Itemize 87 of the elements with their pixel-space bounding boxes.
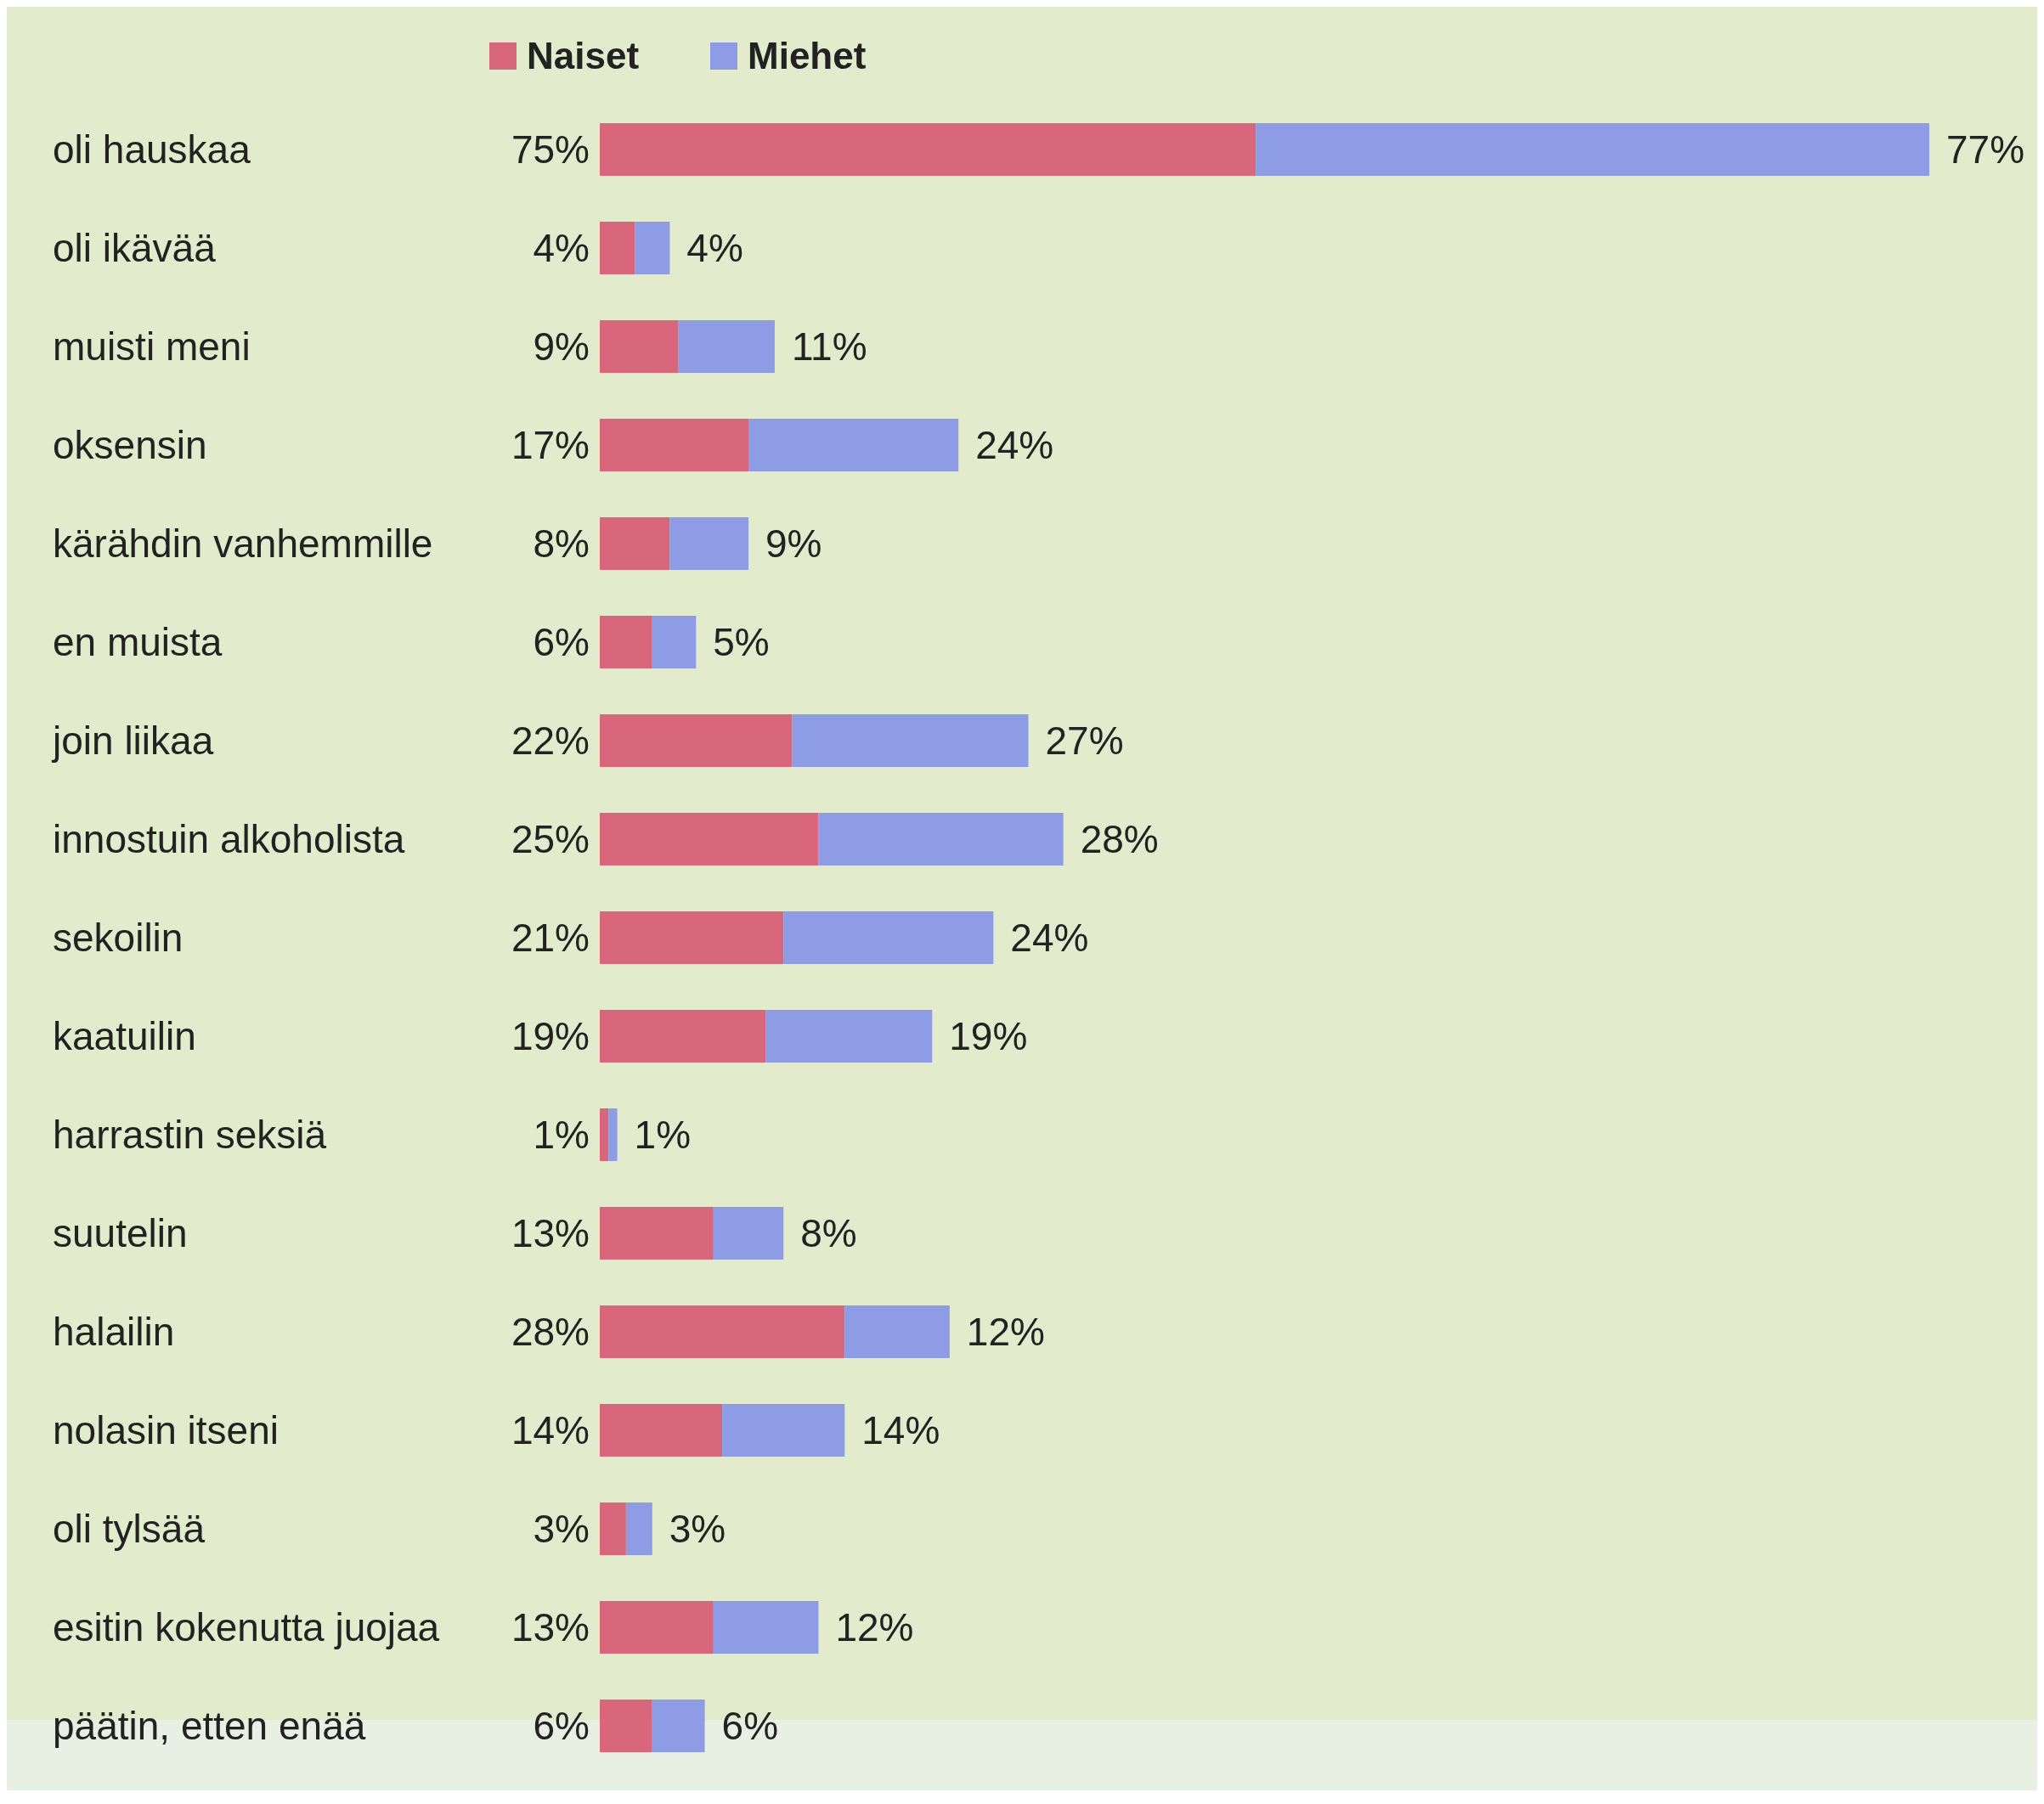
data-label: 9% xyxy=(533,324,590,369)
y-tick-label: oli tylsää xyxy=(53,1507,206,1552)
data-label: 1% xyxy=(634,1113,692,1158)
data-label: 27% xyxy=(1045,719,1124,764)
bar xyxy=(600,320,679,373)
legend-label: Miehet xyxy=(748,35,867,77)
bar xyxy=(600,1108,609,1161)
data-label: 24% xyxy=(975,423,1054,468)
data-label: 4% xyxy=(686,226,743,271)
bar xyxy=(765,1010,933,1063)
data-label: 25% xyxy=(511,817,590,862)
data-label: 14% xyxy=(511,1408,590,1453)
bar xyxy=(600,1207,714,1260)
data-label: 75% xyxy=(511,127,590,172)
bar xyxy=(608,1108,618,1161)
bar xyxy=(713,1601,819,1654)
y-tick-label: en muista xyxy=(53,620,223,665)
bar xyxy=(600,222,635,274)
bar xyxy=(600,1502,626,1555)
data-label: 6% xyxy=(721,1704,779,1749)
bar xyxy=(669,517,749,570)
bar xyxy=(600,911,784,964)
y-tick-label: suutelin xyxy=(53,1211,188,1256)
y-tick-label: halailin xyxy=(53,1310,175,1355)
data-label: 77% xyxy=(1946,127,2025,172)
data-label: 19% xyxy=(949,1014,1028,1059)
y-tick-label: harrastin seksiä xyxy=(53,1113,327,1158)
bar xyxy=(600,419,749,471)
data-label: 13% xyxy=(511,1211,590,1256)
data-label: 4% xyxy=(533,226,590,271)
data-label: 5% xyxy=(713,620,770,665)
bar xyxy=(600,1700,652,1752)
bar xyxy=(844,1305,950,1358)
bar xyxy=(600,1010,766,1063)
data-label: 13% xyxy=(511,1605,590,1650)
bar xyxy=(652,1700,705,1752)
bar xyxy=(783,911,994,964)
y-tick-label: innostuin alkoholista xyxy=(53,817,405,862)
data-label: 22% xyxy=(511,719,590,764)
bar xyxy=(600,1601,714,1654)
data-label: 28% xyxy=(511,1310,590,1355)
bar xyxy=(600,517,670,570)
data-label: 17% xyxy=(511,423,590,468)
y-tick-label: join liikaa xyxy=(51,719,214,764)
y-tick-label: esitin kokenutta juojaa xyxy=(53,1605,440,1650)
data-label: 8% xyxy=(800,1211,857,1256)
data-label: 6% xyxy=(533,1704,590,1749)
bar xyxy=(713,1207,784,1260)
bar xyxy=(600,123,1256,176)
data-label: 12% xyxy=(966,1310,1045,1355)
bar xyxy=(818,813,1064,865)
data-label: 11% xyxy=(791,324,867,369)
y-tick-label: päätin, etten enää xyxy=(53,1704,366,1749)
data-label: 24% xyxy=(1010,916,1089,961)
data-label: 28% xyxy=(1080,817,1159,862)
y-tick-label: muisti meni xyxy=(53,324,251,369)
data-label: 3% xyxy=(669,1507,726,1552)
data-label: 12% xyxy=(835,1605,914,1650)
y-tick-label: kärähdin vanhemmille xyxy=(53,521,433,567)
legend-label: Naiset xyxy=(527,35,640,77)
data-label: 8% xyxy=(533,521,590,567)
bar xyxy=(600,616,652,668)
bar xyxy=(1256,123,1929,176)
y-tick-label: nolasin itseni xyxy=(53,1408,279,1453)
y-tick-label: oli hauskaa xyxy=(53,127,251,172)
bar xyxy=(792,714,1029,767)
bar xyxy=(600,1404,723,1457)
bar xyxy=(722,1404,845,1457)
data-label: 9% xyxy=(765,521,822,567)
data-label: 19% xyxy=(511,1014,590,1059)
bar xyxy=(652,616,697,668)
data-label: 21% xyxy=(511,916,590,961)
bar xyxy=(635,222,670,274)
data-label: 3% xyxy=(533,1507,590,1552)
data-label: 14% xyxy=(861,1408,940,1453)
bar xyxy=(600,714,793,767)
y-tick-label: sekoilin xyxy=(53,916,184,961)
data-label: 6% xyxy=(533,620,590,665)
bar xyxy=(600,813,819,865)
bar xyxy=(625,1502,652,1555)
bar xyxy=(748,419,959,471)
y-tick-label: kaatuilin xyxy=(53,1014,196,1059)
y-tick-label: oksensin xyxy=(53,423,207,468)
bar xyxy=(600,1305,845,1358)
bar xyxy=(678,320,775,373)
data-label: 1% xyxy=(533,1113,590,1158)
y-tick-label: oli ikävää xyxy=(53,226,217,271)
